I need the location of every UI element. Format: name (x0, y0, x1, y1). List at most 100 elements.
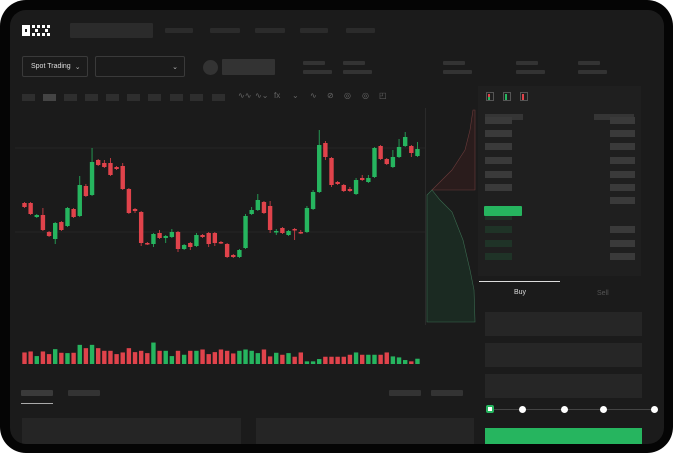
timeframe-button[interactable] (85, 94, 98, 101)
candle-body (280, 228, 285, 233)
nav-item[interactable] (210, 28, 240, 33)
filter-button[interactable] (431, 390, 463, 396)
candle-body (261, 202, 267, 213)
price-input[interactable] (485, 312, 642, 336)
bid-row[interactable] (485, 226, 512, 233)
filter-button[interactable] (389, 390, 421, 396)
candle (34, 214, 39, 218)
ask-row[interactable] (485, 171, 512, 178)
volume-bar (120, 352, 125, 364)
trading-screen: Spot Trading ⌄ ⌄ ∿∿ ∿⌄ fx ⌄ ∿ ⊘ ◎ ◎ ◰ Buy… (10, 10, 664, 444)
candle (402, 132, 408, 147)
ask-row[interactable] (485, 143, 512, 150)
slider-node-75[interactable] (600, 406, 607, 413)
candle (200, 234, 205, 238)
candle-body (396, 147, 402, 157)
candle (151, 233, 156, 247)
candle-body (243, 216, 248, 248)
tab-order-history[interactable] (68, 390, 100, 396)
fx-icon[interactable]: fx (274, 91, 281, 100)
candle (261, 201, 267, 214)
slider-node-100[interactable] (651, 406, 658, 413)
pencil-icon[interactable]: ⊘ (327, 91, 334, 100)
volume-bar (298, 352, 303, 364)
slider-handle[interactable] (486, 405, 494, 413)
fullscreen-icon[interactable]: ◰ (379, 91, 387, 100)
bid-row[interactable] (485, 213, 512, 220)
chevron-down-icon[interactable]: ⌄ (292, 91, 299, 100)
buy-tab[interactable]: Buy (514, 289, 527, 296)
candle-body (157, 233, 162, 238)
camera-icon[interactable]: ◎ (344, 91, 351, 100)
timeframe-button[interactable] (64, 94, 77, 101)
volume-bar (341, 356, 346, 364)
candle-body (317, 145, 322, 192)
indicator-icon[interactable]: ∿⌄ (255, 91, 269, 100)
amount-slider[interactable] (490, 409, 656, 410)
candle-body (378, 146, 383, 159)
candle (194, 233, 199, 247)
timeframe-button[interactable] (148, 94, 161, 101)
timeframe-button[interactable] (22, 94, 35, 101)
candle-body (83, 186, 89, 196)
sell-tab[interactable]: Sell (597, 290, 609, 297)
candle (22, 202, 27, 208)
candle-body (360, 178, 365, 180)
ask-size (610, 130, 635, 137)
indicator-icon[interactable]: ∿∿ (238, 91, 252, 100)
ask-row[interactable] (485, 184, 512, 191)
search-bar[interactable] (70, 23, 153, 38)
candle (335, 181, 340, 185)
slider-node-25[interactable] (519, 406, 526, 413)
candle-body (169, 232, 175, 237)
candle-body (274, 231, 279, 233)
candle (366, 175, 371, 183)
slider-node-50[interactable] (561, 406, 568, 413)
ask-row[interactable] (485, 117, 512, 124)
volume-bar (212, 352, 218, 364)
timeframe-button[interactable] (106, 94, 119, 101)
orderbook-asks-icon[interactable] (520, 92, 528, 101)
nav-item[interactable] (300, 28, 328, 33)
timeframe-button[interactable] (190, 94, 203, 101)
nav-item[interactable] (346, 28, 375, 33)
ask-row[interactable] (485, 157, 512, 164)
orderbook-bids-icon[interactable] (503, 92, 511, 101)
total-input[interactable] (485, 374, 642, 398)
candle-body (372, 148, 377, 177)
pair-dropdown[interactable]: ⌄ (95, 56, 185, 77)
bid-row[interactable] (485, 253, 512, 260)
volume-bar (114, 354, 119, 364)
volume-bar (366, 354, 371, 364)
settings-icon[interactable]: ◎ (362, 91, 369, 100)
candle (224, 243, 230, 258)
candle-body (347, 189, 353, 191)
line-icon[interactable]: ∿ (310, 91, 317, 100)
nav-item[interactable] (165, 28, 193, 33)
ask-size (610, 171, 635, 178)
timeframe-button[interactable] (170, 94, 183, 101)
volume-bar (132, 352, 138, 364)
candle (378, 145, 383, 160)
timeframe-button[interactable] (212, 94, 225, 101)
volume-bar (126, 348, 132, 364)
nav-item[interactable] (255, 28, 285, 33)
orderbook-both-icon[interactable] (486, 92, 494, 101)
candle (175, 231, 181, 252)
bid-row[interactable] (485, 240, 512, 247)
candle (237, 249, 242, 258)
amount-input[interactable] (485, 343, 642, 367)
timeframe-button[interactable] (43, 94, 56, 101)
candle-body (163, 236, 168, 238)
buy-button[interactable] (485, 428, 642, 444)
timeframe-button[interactable] (127, 94, 140, 101)
tab-open-orders[interactable] (21, 390, 53, 396)
market-type-dropdown[interactable]: Spot Trading ⌄ (22, 56, 88, 77)
candle (95, 159, 101, 166)
ask-row[interactable] (485, 130, 512, 137)
ask-size (610, 117, 635, 124)
candle-body (237, 250, 242, 257)
candle-body (65, 208, 70, 226)
bid-size (610, 226, 635, 233)
